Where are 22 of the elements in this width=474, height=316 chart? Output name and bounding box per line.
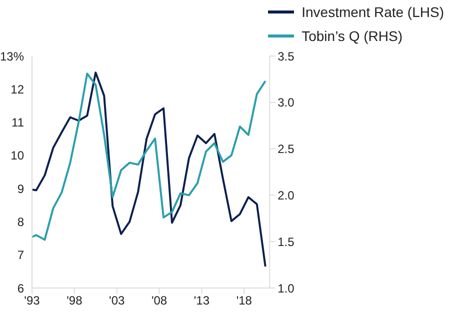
legend-label: Investment Rate (LHS) <box>302 4 444 20</box>
y2-tick-label: 3.5 <box>278 49 295 64</box>
x-tick-label: '08 <box>151 294 168 308</box>
y-tick-label: 9 <box>17 182 24 196</box>
y-tick-label: 10 <box>10 148 24 163</box>
x-tick-label: '13 <box>194 294 210 308</box>
y-tick-label: 13% <box>0 49 24 64</box>
x-tick-label: '98 <box>66 294 83 308</box>
y-tick-label: 6 <box>17 281 24 296</box>
y2-tick-label: 1.5 <box>278 234 295 249</box>
y-tick-label: 7 <box>17 248 24 262</box>
x-tick-label: '93 <box>24 294 40 308</box>
y2-tick-label: 3.0 <box>278 96 295 110</box>
y2-tick-label: 2.5 <box>278 142 295 156</box>
x-tick-label: '03 <box>109 294 126 308</box>
y-tick-label: 8 <box>17 214 24 229</box>
x-tick-label: '18 <box>236 294 252 308</box>
legend-label: Tobin’s Q (RHS) <box>302 28 402 44</box>
y-tick-label: 11 <box>12 116 24 130</box>
y2-tick-label: 1.0 <box>278 281 295 296</box>
y-tick-label: 12 <box>10 82 24 96</box>
y2-tick-label: 2.0 <box>278 188 295 202</box>
